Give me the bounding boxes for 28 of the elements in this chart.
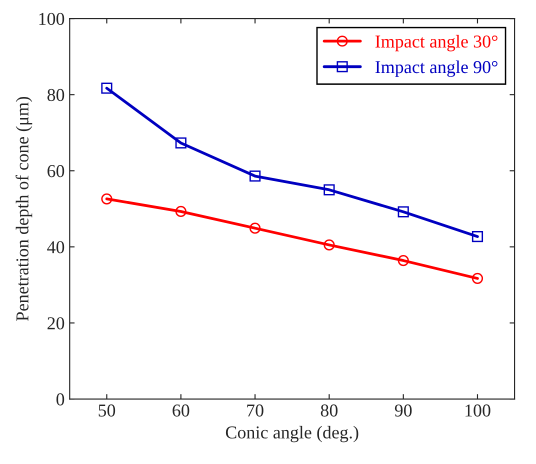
point bbox=[398, 206, 409, 218]
y-axis-title: Penetration depth of cone (μm) bbox=[16, 96, 32, 321]
legend-label: Impact angle 30° bbox=[375, 34, 498, 52]
point bbox=[472, 272, 484, 284]
y-tick-label: 20 bbox=[48, 317, 64, 330]
y-tick-label: 80 bbox=[47, 88, 64, 102]
point bbox=[175, 137, 186, 149]
y-tick-label: 0 bbox=[56, 393, 64, 406]
x-tick-label: 100 bbox=[466, 404, 490, 417]
point bbox=[101, 82, 112, 94]
point bbox=[324, 184, 335, 196]
point bbox=[101, 193, 112, 204]
x-axis-title: Conic angle (deg.) bbox=[226, 426, 358, 442]
y-tick-label: 60 bbox=[48, 165, 64, 178]
x-tick-label: 90 bbox=[394, 404, 412, 417]
y-tick-label: 100 bbox=[39, 12, 64, 25]
point bbox=[472, 231, 484, 242]
x-tick-label: 70 bbox=[247, 404, 264, 417]
point bbox=[249, 222, 261, 234]
point bbox=[324, 239, 335, 250]
x-tick-label: 50 bbox=[98, 404, 116, 417]
point bbox=[398, 254, 409, 266]
point bbox=[249, 170, 261, 182]
y-tick-label: 40 bbox=[47, 241, 64, 254]
x-tick-label: 60 bbox=[172, 404, 190, 417]
point bbox=[175, 206, 186, 218]
x-tick-label: 80 bbox=[320, 404, 338, 417]
legend-label: Impact angle 90° bbox=[375, 60, 498, 77]
